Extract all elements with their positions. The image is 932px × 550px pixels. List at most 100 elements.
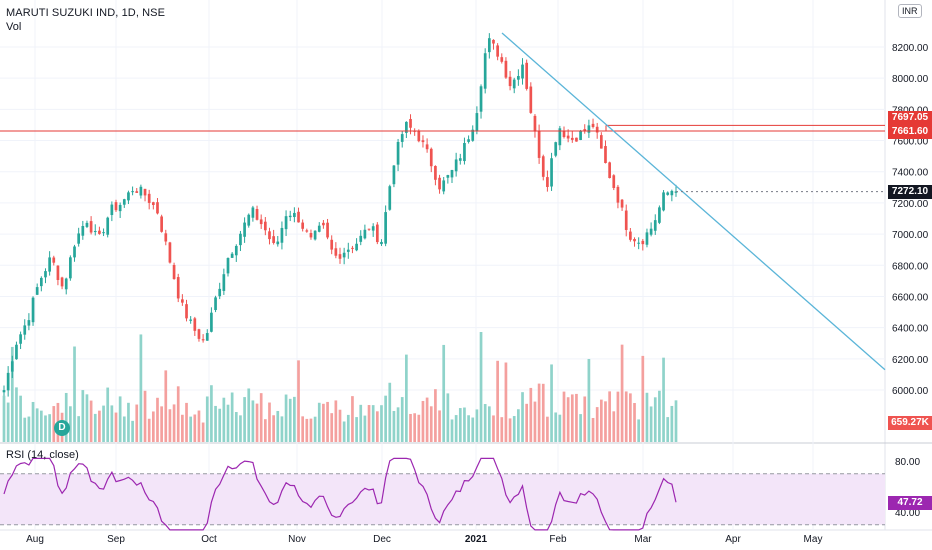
candle-body — [205, 333, 209, 341]
candle-body — [160, 216, 163, 232]
dividend-marker-icon[interactable]: D — [54, 420, 70, 436]
last-price-tag: 7272.10 — [888, 185, 932, 199]
volume-bar — [529, 387, 533, 442]
volume-bar — [197, 410, 201, 442]
volume-bar — [612, 411, 616, 442]
volume-bar — [624, 391, 628, 442]
rsi-pane — [0, 457, 885, 531]
price-tick-label: 6200.00 — [892, 355, 929, 366]
candle-body — [118, 204, 122, 212]
volume-bar — [467, 415, 470, 442]
volume-bar — [405, 354, 408, 442]
candle-body — [487, 38, 491, 53]
volume-bar — [2, 395, 6, 442]
volume-bar — [550, 364, 553, 442]
volume-bar — [429, 406, 433, 442]
time-axis[interactable]: Aug Sep Oct Nov Dec 2021 Feb Mar Apr May — [26, 534, 822, 545]
candle-body — [114, 202, 118, 211]
volume-bar — [93, 413, 97, 442]
volume-bar — [363, 415, 367, 442]
volume-bar — [517, 409, 520, 442]
volume-bar — [168, 409, 172, 442]
candle-body — [384, 212, 387, 244]
volume-bar — [392, 410, 396, 442]
candle-body — [658, 207, 661, 223]
volume-bar — [575, 393, 578, 442]
candle-body — [421, 140, 425, 143]
candle-body — [322, 222, 325, 226]
candle-body — [230, 253, 234, 258]
currency-badge[interactable]: INR — [898, 4, 922, 18]
candle-body — [496, 45, 499, 57]
candle-body — [541, 156, 545, 177]
volume-bar — [438, 410, 441, 442]
candle-body — [263, 221, 267, 231]
candle-body — [429, 148, 433, 167]
candle-body — [172, 264, 176, 280]
volume-bar — [463, 407, 466, 442]
candle-body — [570, 137, 574, 140]
candle-body — [458, 158, 462, 161]
candle-body — [566, 135, 570, 139]
candle-body — [243, 222, 246, 237]
volume-bar — [102, 405, 105, 442]
candle-body — [587, 125, 591, 133]
candle-body — [181, 299, 184, 303]
price-tick-label: 6000.00 — [892, 386, 929, 397]
volume-bar — [181, 414, 184, 442]
volume-bar — [106, 387, 110, 442]
volume-bar — [322, 403, 325, 442]
volume-bar — [44, 415, 47, 442]
candle-body — [533, 115, 537, 132]
price-tick-label: 6800.00 — [892, 261, 929, 272]
volume-bar — [380, 405, 383, 442]
volume-bar — [110, 405, 114, 442]
volume-bar — [222, 397, 226, 442]
candle-body — [60, 277, 64, 287]
volume-bar — [35, 408, 39, 442]
volume-bar — [210, 385, 213, 442]
candle-body — [98, 230, 101, 234]
volume-bar — [284, 394, 288, 442]
time-tick-label: May — [804, 534, 823, 545]
volume-bar — [558, 414, 562, 442]
volume-bar — [595, 407, 599, 442]
candle-body — [537, 131, 541, 158]
volume-bar — [31, 401, 35, 442]
candle-body — [127, 192, 130, 201]
candle-body — [550, 158, 553, 187]
volume-bar — [39, 410, 43, 442]
price-tick-label: 7800.00 — [892, 105, 929, 116]
volume-bar — [608, 391, 611, 442]
volume-bar — [185, 402, 188, 442]
candle-body — [467, 139, 470, 142]
volume-bar — [479, 332, 483, 442]
candle-body — [645, 232, 649, 245]
candle-body — [272, 236, 275, 243]
candle-body — [616, 186, 620, 203]
time-tick-label: Dec — [373, 534, 391, 545]
candle-body — [637, 242, 641, 244]
volume-bar — [280, 416, 284, 442]
candle-body — [363, 229, 367, 239]
time-tick-label: Apr — [725, 534, 741, 545]
candle-body — [483, 53, 487, 89]
candle-body — [475, 113, 479, 132]
time-tick-label: Oct — [201, 534, 217, 545]
volume-bar — [496, 360, 499, 442]
volume-bar — [458, 408, 462, 442]
resistance-price-tag-1: 7697.05 — [888, 111, 932, 125]
volume-bar — [637, 419, 641, 442]
candle-body — [89, 221, 93, 233]
price-axis[interactable]: 8200.00 8000.00 7800.00 7600.00 7400.00 7200.… — [892, 43, 929, 519]
candle-body — [93, 231, 97, 233]
candle-body — [48, 257, 51, 272]
candle-body — [649, 228, 653, 235]
volume-bar — [176, 386, 180, 442]
volume-bar — [263, 419, 267, 442]
candle-body — [338, 254, 342, 259]
candle-body — [110, 204, 114, 216]
candle-body — [168, 242, 172, 263]
candle-body — [247, 214, 251, 226]
